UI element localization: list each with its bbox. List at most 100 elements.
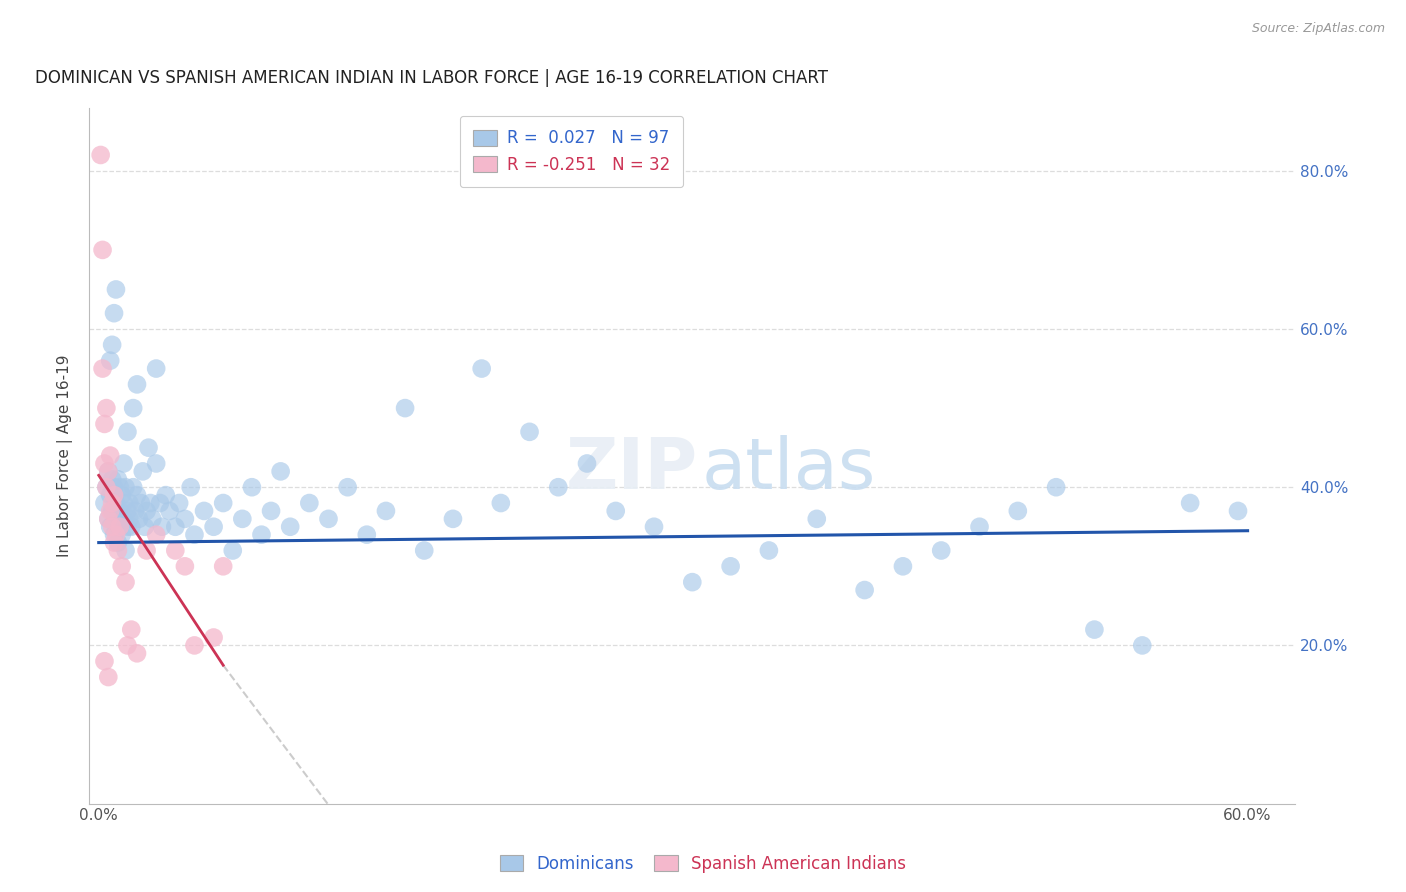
Point	[1045, 480, 1067, 494]
Point	[374, 504, 396, 518]
Point	[111, 488, 134, 502]
Point	[132, 464, 155, 478]
Point	[155, 488, 177, 502]
Point	[98, 353, 121, 368]
Point	[260, 504, 283, 518]
Point	[441, 512, 464, 526]
Point	[298, 496, 321, 510]
Legend: Dominicans, Spanish American Indians: Dominicans, Spanish American Indians	[494, 848, 912, 880]
Point	[134, 520, 156, 534]
Point	[135, 504, 157, 518]
Point	[118, 512, 141, 526]
Point	[122, 401, 145, 416]
Point	[97, 512, 120, 526]
Point	[125, 488, 148, 502]
Point	[758, 543, 780, 558]
Point	[103, 306, 125, 320]
Point	[1227, 504, 1250, 518]
Point	[104, 496, 127, 510]
Point	[318, 512, 340, 526]
Legend: R =  0.027   N = 97, R = -0.251   N = 32: R = 0.027 N = 97, R = -0.251 N = 32	[460, 116, 683, 186]
Point	[117, 504, 139, 518]
Point	[114, 575, 136, 590]
Point	[183, 527, 205, 541]
Point	[413, 543, 436, 558]
Point	[165, 543, 187, 558]
Point	[107, 535, 129, 549]
Point	[336, 480, 359, 494]
Point	[165, 520, 187, 534]
Point	[98, 504, 121, 518]
Point	[93, 496, 115, 510]
Point	[93, 457, 115, 471]
Point	[97, 512, 120, 526]
Point	[149, 496, 172, 510]
Point	[112, 457, 135, 471]
Point	[103, 535, 125, 549]
Point	[174, 559, 197, 574]
Point	[90, 148, 112, 162]
Point	[117, 425, 139, 439]
Point	[117, 639, 139, 653]
Point	[101, 504, 124, 518]
Point	[101, 472, 124, 486]
Point	[108, 480, 131, 494]
Point	[120, 520, 142, 534]
Point	[720, 559, 742, 574]
Point	[806, 512, 828, 526]
Point	[108, 520, 131, 534]
Point	[278, 520, 301, 534]
Point	[489, 496, 512, 510]
Point	[270, 464, 292, 478]
Point	[1007, 504, 1029, 518]
Point	[114, 480, 136, 494]
Point	[183, 639, 205, 653]
Point	[969, 520, 991, 534]
Point	[104, 527, 127, 541]
Point	[98, 520, 121, 534]
Point	[145, 361, 167, 376]
Point	[93, 417, 115, 431]
Point	[125, 646, 148, 660]
Point	[107, 543, 129, 558]
Point	[96, 401, 118, 416]
Point	[853, 582, 876, 597]
Point	[1083, 623, 1105, 637]
Point	[394, 401, 416, 416]
Point	[122, 480, 145, 494]
Point	[120, 623, 142, 637]
Point	[103, 527, 125, 541]
Point	[97, 670, 120, 684]
Point	[145, 457, 167, 471]
Point	[101, 496, 124, 510]
Point	[117, 520, 139, 534]
Point	[114, 543, 136, 558]
Point	[129, 496, 152, 510]
Text: ZIP: ZIP	[565, 435, 699, 504]
Point	[174, 512, 197, 526]
Point	[111, 559, 134, 574]
Point	[139, 496, 162, 510]
Point	[1130, 639, 1153, 653]
Point	[519, 425, 541, 439]
Point	[103, 480, 125, 494]
Point	[107, 472, 129, 486]
Text: atlas: atlas	[702, 435, 876, 504]
Point	[91, 243, 114, 257]
Point	[180, 480, 202, 494]
Point	[93, 654, 115, 668]
Point	[96, 480, 118, 494]
Point	[891, 559, 914, 574]
Point	[1178, 496, 1201, 510]
Point	[212, 559, 235, 574]
Point	[135, 543, 157, 558]
Point	[112, 512, 135, 526]
Point	[222, 543, 245, 558]
Point	[681, 575, 703, 590]
Point	[167, 496, 190, 510]
Point	[356, 527, 378, 541]
Point	[104, 512, 127, 526]
Text: DOMINICAN VS SPANISH AMERICAN INDIAN IN LABOR FORCE | AGE 16-19 CORRELATION CHAR: DOMINICAN VS SPANISH AMERICAN INDIAN IN …	[35, 69, 828, 87]
Point	[101, 520, 124, 534]
Point	[150, 520, 173, 534]
